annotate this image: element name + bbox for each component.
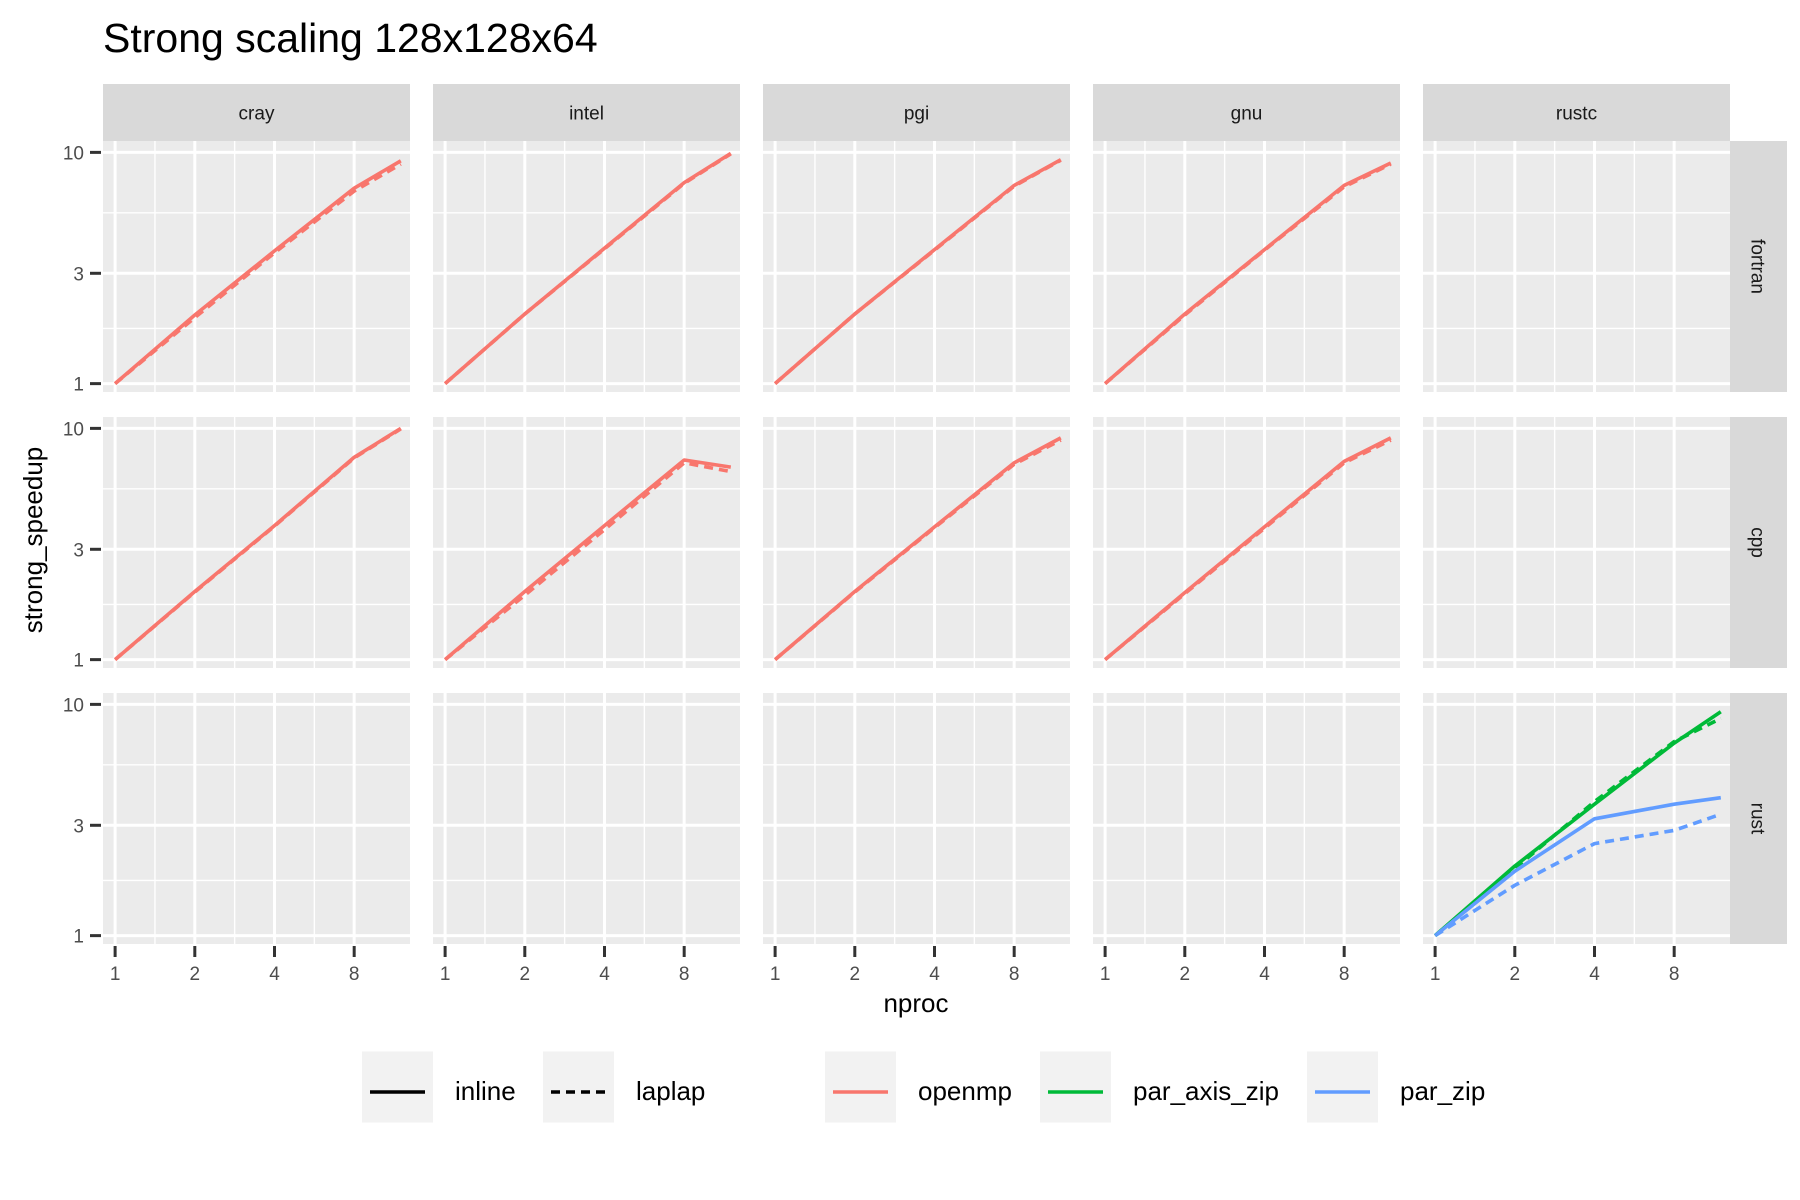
y-tick-label: 10	[63, 419, 84, 440]
y-tick-label: 1	[73, 375, 84, 396]
panel-background	[1423, 417, 1730, 668]
facet-panel	[1093, 417, 1400, 668]
x-tick-label: 2	[190, 964, 201, 985]
series-line-par_axis_zip-inline	[1433, 710, 1722, 937]
legend-label: inline	[455, 1076, 516, 1106]
facet-panel	[763, 141, 1070, 392]
x-tick-label: 2	[1510, 964, 1521, 985]
facet-strip-column	[103, 84, 410, 141]
series-line-openmp-laplap	[443, 460, 732, 662]
legend-key	[543, 1051, 614, 1123]
y-tick-label: 10	[63, 695, 84, 716]
facet-row-label: rust	[1747, 803, 1768, 835]
y-axis-title: strong_speedup	[18, 447, 48, 633]
x-tick-label: 8	[679, 964, 690, 985]
legend-label: par_axis_zip	[1133, 1076, 1279, 1106]
facet-strip-row	[1730, 141, 1787, 392]
x-tick-label: 4	[929, 964, 940, 985]
x-tick-label: 1	[440, 964, 451, 985]
facet-panel	[433, 693, 740, 944]
x-tick-label: 2	[1180, 964, 1191, 985]
legend-key	[1040, 1051, 1111, 1123]
panel-background	[1423, 141, 1730, 392]
panel-background	[103, 693, 410, 944]
y-tick-label: 3	[73, 816, 84, 837]
x-tick-label: 8	[1669, 964, 1680, 985]
series-line-openmp-inline	[1103, 436, 1392, 661]
x-tick-label: 2	[520, 964, 531, 985]
chart-title: Strong scaling 128x128x64	[103, 15, 598, 61]
facet-panel	[433, 141, 740, 392]
y-tick-label: 3	[73, 540, 84, 561]
legend-key	[1307, 1051, 1378, 1123]
series-line-openmp-inline	[1103, 161, 1392, 385]
series-line-openmp-inline	[443, 151, 732, 385]
facet-panel	[103, 693, 410, 944]
x-tick-label: 4	[269, 964, 280, 985]
series-line-openmp-inline	[773, 158, 1062, 385]
series-line-par_zip-laplap	[1434, 812, 1722, 938]
facet-strip-row	[1730, 693, 1787, 944]
facet-strip-row	[1730, 417, 1787, 668]
facet-panel	[1423, 141, 1730, 392]
facet-column-label: pgi	[904, 104, 929, 125]
facet-strip-column	[1423, 84, 1730, 141]
facet-panel	[103, 141, 410, 392]
facet-panel	[1093, 693, 1400, 944]
x-tick-label: 1	[1100, 964, 1111, 985]
x-tick-label: 1	[1430, 964, 1441, 985]
panel-background	[433, 693, 740, 944]
facet-strip-column	[1093, 84, 1400, 141]
x-tick-label: 4	[599, 964, 610, 985]
facet-panel	[763, 417, 1070, 668]
panel-background	[1093, 693, 1400, 944]
x-tick-label: 4	[1259, 964, 1270, 985]
x-tick-label: 1	[770, 964, 781, 985]
facet-panel	[433, 417, 740, 668]
legend-label: laplap	[636, 1076, 705, 1106]
facet-column-label: rustc	[1556, 104, 1597, 125]
facet-column-label: cray	[239, 104, 275, 125]
y-tick-label: 1	[73, 927, 84, 948]
facet-panel	[103, 417, 410, 668]
x-tick-label: 2	[850, 964, 861, 985]
panel-background	[763, 693, 1070, 944]
legend-label: openmp	[918, 1076, 1012, 1106]
facet-row-label: fortran	[1747, 239, 1768, 294]
facet-panels: cray intel pgi gnu rustc fortran cpp rust 1 3 10 1 3…	[63, 84, 1787, 985]
facet-row-label: cpp	[1747, 527, 1768, 558]
x-tick-label: 1	[110, 964, 121, 985]
y-tick-label: 1	[73, 651, 84, 672]
x-axis-title: nproc	[883, 988, 948, 1018]
x-tick-label: 8	[1339, 964, 1350, 985]
legend: inline laplap openmp par_axis_zip par_zip	[362, 1051, 1485, 1123]
facet-column-label: intel	[569, 104, 604, 125]
series-line-openmp-inline	[443, 458, 732, 661]
series-line-openmp-inline	[113, 426, 402, 661]
y-tick-label: 3	[73, 264, 84, 285]
facet-panel	[1423, 693, 1730, 944]
legend-label: par_zip	[1400, 1076, 1485, 1106]
x-tick-label: 8	[1009, 964, 1020, 985]
series-line-par_zip-inline	[1433, 795, 1722, 938]
facet-strip-column	[433, 84, 740, 141]
x-tick-label: 4	[1589, 964, 1600, 985]
series-line-openmp-inline	[113, 159, 402, 385]
facet-column-label: gnu	[1231, 104, 1263, 125]
series-line-openmp-inline	[773, 436, 1062, 661]
legend-key	[362, 1051, 433, 1123]
facet-strip-column	[763, 84, 1070, 141]
facet-panel	[1093, 141, 1400, 392]
x-tick-label: 8	[349, 964, 360, 985]
facet-panel	[1423, 417, 1730, 668]
facet-panel	[763, 693, 1070, 944]
y-tick-label: 10	[63, 143, 84, 164]
legend-key	[825, 1051, 896, 1123]
